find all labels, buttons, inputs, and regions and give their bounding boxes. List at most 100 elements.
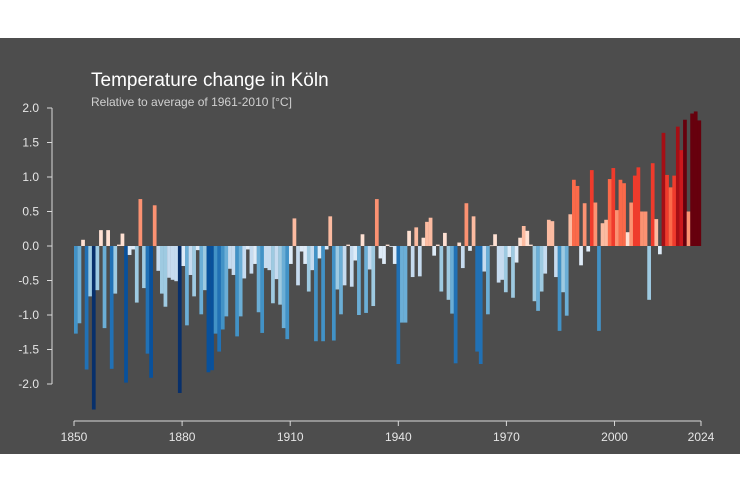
bar-1856 — [95, 246, 100, 291]
bar-1945 — [414, 227, 419, 246]
bar-1905 — [271, 246, 275, 304]
bar-1868 — [138, 199, 143, 246]
chart-title: Temperature change in Köln — [91, 70, 329, 91]
bar-1996 — [597, 246, 601, 331]
bar-1897 — [242, 246, 247, 279]
bar-1931 — [364, 246, 368, 313]
bar-1853 — [84, 246, 89, 370]
bar-1997 — [600, 223, 605, 246]
bar-1956 — [453, 246, 458, 364]
bar-1917 — [314, 246, 318, 342]
bar-1975 — [521, 225, 526, 246]
bar-2016 — [668, 187, 673, 246]
bar-1889 — [213, 246, 218, 334]
bar-1991 — [579, 246, 583, 266]
bar-1918 — [317, 246, 322, 259]
bar-1886 — [202, 246, 207, 291]
bar-1923 — [335, 246, 340, 290]
y-tick-label: 0.0 — [22, 239, 39, 253]
bar-2002 — [618, 179, 623, 246]
bar-1893 — [228, 246, 232, 269]
bar-1955 — [450, 246, 454, 314]
bar-1855 — [91, 246, 96, 410]
bar-1959 — [464, 203, 469, 246]
bar-1944 — [410, 246, 415, 278]
bar-1989 — [572, 179, 576, 246]
bar-2009 — [643, 211, 648, 246]
bar-1890 — [217, 246, 222, 352]
bar-1896 — [238, 246, 243, 317]
bar-2014 — [661, 132, 666, 246]
bar-1920 — [324, 246, 329, 250]
bar-1970 — [503, 246, 508, 293]
bar-1877 — [170, 246, 175, 280]
bar-1860 — [109, 246, 114, 369]
bar-1922 — [331, 246, 336, 341]
bar-1907 — [278, 246, 282, 305]
bar-1968 — [496, 246, 501, 283]
y-axis: 2.0 1.5 1.0 0.5 0.0 -0.5 -1.0 -1.5 -2.0 — [18, 101, 53, 391]
bar-1906 — [274, 246, 279, 280]
bar-1986 — [561, 246, 565, 293]
bar-1950 — [432, 246, 437, 256]
bar-1863 — [120, 233, 125, 246]
bar-1939 — [392, 246, 397, 264]
bar-1901 — [256, 246, 261, 313]
bar-1988 — [568, 214, 573, 246]
bar-2000 — [611, 168, 616, 246]
bar-1888 — [210, 246, 214, 371]
bar-1936 — [382, 246, 386, 264]
bar-1909 — [285, 246, 290, 340]
bar-2003 — [622, 183, 626, 246]
x-tick-label: 1850 — [61, 430, 88, 444]
x-tick-label: 1880 — [169, 430, 196, 444]
bar-1935 — [378, 246, 383, 259]
bar-2019 — [679, 150, 684, 246]
x-tick-label: 2024 — [688, 430, 715, 444]
bar-1915 — [306, 246, 311, 292]
bar-2012 — [654, 219, 659, 246]
bar-1943 — [407, 230, 411, 246]
bar-1972 — [511, 246, 515, 298]
bar-2013 — [658, 246, 662, 255]
bar-1946 — [417, 246, 422, 277]
bar-1990 — [575, 185, 580, 246]
bar-1926 — [346, 244, 351, 246]
bar-1913 — [299, 246, 304, 252]
x-tick-label: 1910 — [277, 430, 304, 444]
bar-2024 — [697, 120, 702, 246]
bar-2018 — [675, 126, 680, 246]
bar-1992 — [582, 203, 587, 246]
bar-1874 — [159, 246, 164, 294]
bar-1866 — [131, 246, 136, 250]
bar-1925 — [342, 246, 347, 286]
bar-2010 — [647, 246, 651, 300]
bar-1932 — [367, 246, 372, 270]
y-tick-label: -2.0 — [18, 377, 39, 391]
bar-1916 — [310, 246, 315, 271]
bar-1981 — [543, 246, 548, 274]
bar-1929 — [357, 246, 361, 315]
bar-2022 — [690, 113, 694, 247]
bar-1883 — [192, 246, 196, 297]
bar-1876 — [167, 246, 171, 278]
bar-1864 — [124, 246, 128, 383]
bar-1852 — [81, 239, 85, 246]
bar-1999 — [607, 179, 612, 246]
bar-1961 — [471, 216, 476, 246]
y-tick-label: 2.0 — [22, 101, 39, 115]
bar-1982 — [546, 219, 551, 246]
bar-1879 — [177, 246, 182, 393]
bar-1966 — [489, 245, 494, 247]
bar-1994 — [589, 170, 594, 246]
bar-2006 — [632, 175, 637, 246]
bar-1850 — [74, 246, 78, 334]
x-axis: 1850 1880 1910 1940 1970 2000 2024 — [61, 420, 715, 444]
bar-1875 — [163, 246, 168, 307]
bar-1983 — [550, 221, 555, 246]
bar-1859 — [106, 230, 110, 246]
bar-1851 — [77, 246, 82, 324]
bar-1957 — [457, 242, 462, 246]
bar-1921 — [328, 216, 333, 246]
bar-2011 — [650, 163, 655, 246]
